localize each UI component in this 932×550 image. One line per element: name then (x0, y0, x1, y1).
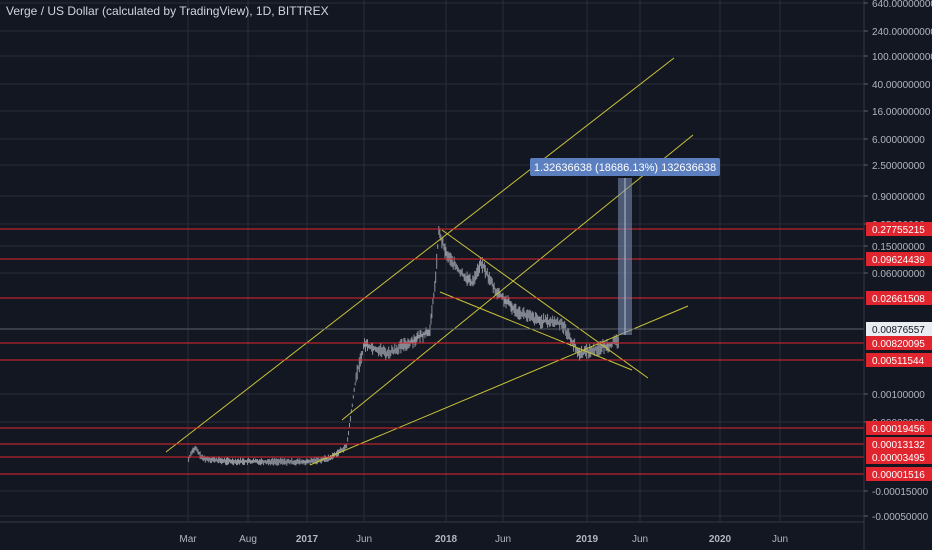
y-tick-label: 40.00000000 (872, 80, 931, 91)
level-price-label: 0.00003495 (872, 453, 925, 464)
level-price-label: 0.00013132 (872, 440, 925, 451)
level-price-label: 0.09624439 (872, 255, 925, 266)
chart-title: Verge / US Dollar (calculated by Trading… (6, 4, 329, 18)
y-tick-label: 0.06000000 (872, 269, 925, 280)
x-tick-label: 2020 (709, 534, 732, 545)
x-tick-label: 2018 (435, 534, 458, 545)
level-price-label: 0.27755215 (872, 225, 925, 236)
level-price-badge (866, 450, 932, 464)
x-tick-label: 2019 (576, 534, 599, 545)
trendline-layer (165, 57, 694, 466)
x-tick-label: Jun (356, 534, 372, 545)
level-price-label: 0.00511544 (872, 356, 925, 367)
current-price-badge (866, 322, 932, 336)
x-tick-label: Mar (179, 534, 197, 545)
time-axis[interactable]: Mar Aug 2017 Jun 2018 Jun 2019 Jun 2020 Jun (179, 534, 788, 545)
y-tick-label: 2.50000000 (872, 161, 925, 172)
x-tick-label: Jun (495, 534, 511, 545)
level-price-badge (866, 336, 932, 350)
x-tick-label: Jun (772, 534, 788, 545)
level-price-badge (866, 437, 932, 451)
y-tick-label: 100.00000000 (872, 52, 932, 63)
measure-tool-layer: 1.32636638 (18686.13%) 132636638 (530, 158, 720, 335)
level-price-badge (866, 353, 932, 367)
level-price-label: 0.02661508 (872, 294, 925, 305)
level-lines-layer (0, 228, 864, 475)
y-tick-label: 240.00000000 (872, 27, 932, 38)
current-price-label: 0.00876557 (872, 325, 925, 336)
x-tick-label: Aug (239, 534, 257, 545)
price-label-layer: 0.27755215 0.09624439 0.02661508 0.00820095… (866, 222, 932, 481)
y-tick-label: 640.00000000 (872, 0, 932, 10)
channel-upper-trendline (165, 57, 675, 453)
level-price-badge (866, 252, 932, 266)
y-tick-label: 16.00000000 (872, 107, 931, 118)
y-tick-label: 6.00000000 (872, 135, 925, 146)
level-price-label: 0.00001516 (872, 470, 925, 481)
wedge-bottom-trendline (439, 291, 633, 371)
y-tick-label: -0.00015000 (872, 487, 929, 498)
measure-label-box (530, 158, 720, 176)
y-tick-label: 0.90000000 (872, 192, 925, 203)
channel-lower-trendline (341, 134, 694, 421)
y-tick-label: -0.00050000 (872, 512, 929, 523)
level-price-label: 0.00820095 (872, 339, 925, 350)
measure-label: 1.32636638 (18686.13%) 132636638 (534, 162, 716, 174)
level-price-badge (866, 291, 932, 305)
level-price-badge (866, 421, 932, 435)
level-price-badge (866, 467, 932, 481)
level-price-badge (866, 222, 932, 236)
wedge-top-trendline (441, 229, 649, 379)
x-tick-label: 2017 (296, 534, 319, 545)
x-tick-label: Jun (632, 534, 648, 545)
y-tick-label: 0.15000000 (872, 242, 925, 253)
y-tick-label: 0.00100000 (872, 390, 925, 401)
grid-layer (0, 0, 864, 522)
level-price-label: 0.00019456 (872, 424, 925, 435)
